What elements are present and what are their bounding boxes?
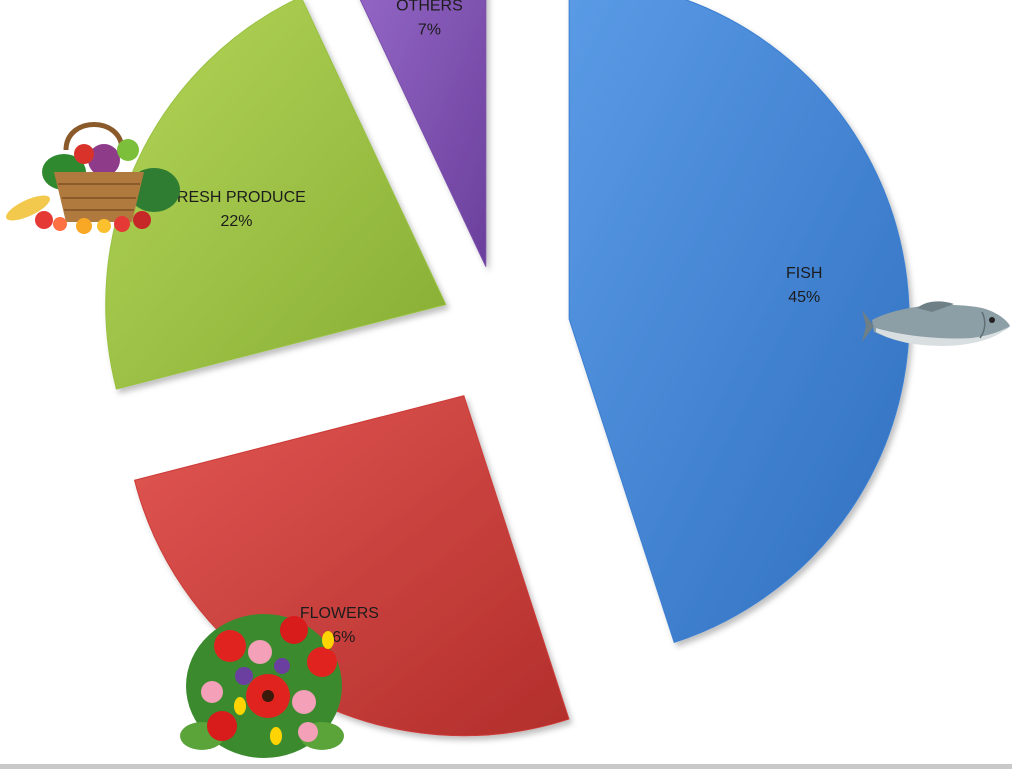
slice-fish [568, 0, 910, 644]
flower-bouquet-picture [180, 614, 344, 758]
slice-others [359, 0, 487, 267]
slice-value-fish: 45% [788, 289, 820, 306]
slice-label-fresh-produce: FRESH PRODUCE [167, 189, 306, 206]
slice-fresh-produce [105, 0, 447, 390]
slice-value-fresh-produce: 22% [220, 213, 252, 230]
slice-label-others: OTHERS [396, 0, 463, 14]
slice-value-others: 7% [418, 21, 441, 38]
produce-basket-picture [5, 122, 180, 234]
fish-picture [862, 301, 1010, 346]
slice-label-fish: FISH [786, 265, 822, 282]
slice-label-flowers: FLOWERS [300, 605, 379, 622]
bottom-rule [0, 764, 1012, 769]
